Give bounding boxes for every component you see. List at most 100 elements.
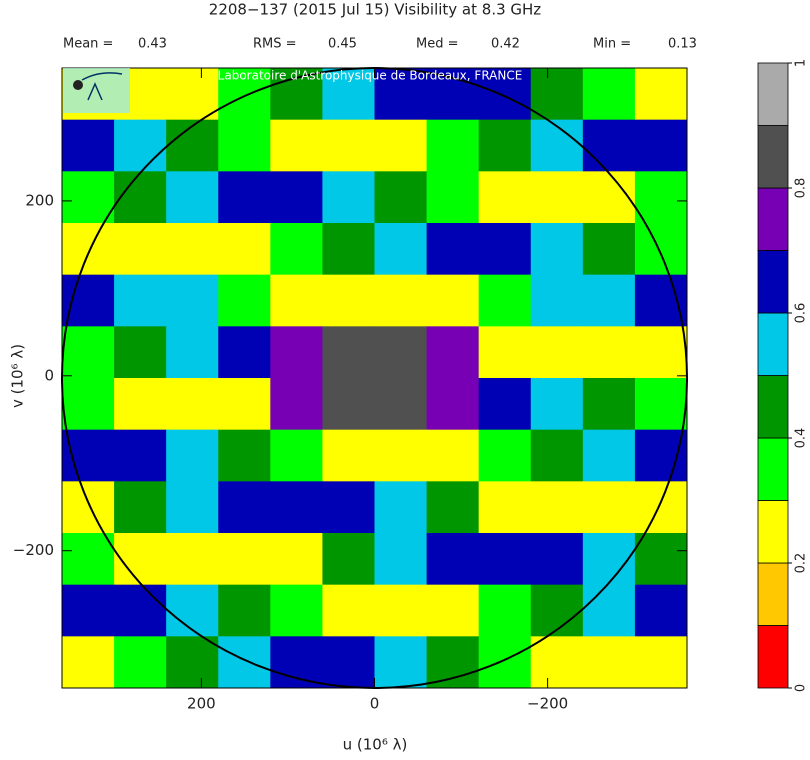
heatmap-cell <box>62 171 115 224</box>
heatmap-cell <box>478 274 532 327</box>
heatmap-cell <box>634 378 688 431</box>
heatmap-cell <box>634 636 688 689</box>
heatmap-cell <box>582 584 636 637</box>
colorbar-bin <box>757 250 789 314</box>
heatmap-cell <box>634 584 688 637</box>
colorbar-bin <box>757 312 789 376</box>
heatmap-cell <box>270 533 323 586</box>
stat-value: 0.45 <box>328 37 357 52</box>
heatmap-cell <box>114 378 167 431</box>
heatmap-cell <box>62 584 115 637</box>
heatmap-cell <box>62 636 115 689</box>
y-tick-label: −200 <box>13 541 54 559</box>
colorbar-bin <box>757 375 789 439</box>
heatmap-cell <box>114 481 167 534</box>
heatmap-cell <box>218 274 271 327</box>
heatmap-cell <box>166 533 219 586</box>
watermark: Laboratoire d'Astrophysique de Bordeaux,… <box>218 69 523 83</box>
heatmap-cell <box>426 481 480 534</box>
heatmap-cell <box>582 68 636 121</box>
heatmap-cell <box>322 68 375 121</box>
heatmap-cell <box>270 481 323 534</box>
heatmap-cell <box>114 584 167 637</box>
heatmap-cell <box>478 326 532 379</box>
heatmap-cell <box>218 636 271 689</box>
heatmap-cell <box>530 326 584 379</box>
heatmap-cell <box>166 481 219 534</box>
heatmap-cell <box>374 274 428 327</box>
heatmap-cell <box>374 326 428 379</box>
heatmap-cell <box>478 429 532 482</box>
heatmap-cell <box>478 223 532 276</box>
heatmap-cell <box>166 68 219 121</box>
heatmap-cell <box>634 429 688 482</box>
heatmap-cell <box>634 171 688 224</box>
heatmap-cell <box>62 533 115 586</box>
heatmap-cell <box>270 636 323 689</box>
heatmap-cell <box>478 533 532 586</box>
heatmap-cell <box>582 533 636 586</box>
heatmap-cell <box>530 533 584 586</box>
heatmap-cell <box>114 223 167 276</box>
heatmap-cell <box>270 171 323 224</box>
chart-title: 2208−137 (2015 Jul 15) Visibility at 8.3… <box>209 1 542 19</box>
heatmap-cell <box>374 68 428 121</box>
heatmap-cell <box>582 378 636 431</box>
colorbar-tick-label: 1 <box>794 59 809 67</box>
heatmap-cell <box>166 119 219 172</box>
heatmap-cell <box>166 223 219 276</box>
heatmap-cell <box>270 378 323 431</box>
heatmap-cell <box>634 68 688 121</box>
heatmap-cell <box>530 481 584 534</box>
heatmap-cell <box>270 68 323 121</box>
heatmap-cell <box>62 429 115 482</box>
heatmap-cell <box>582 171 636 224</box>
colorbar-bin <box>757 625 789 689</box>
heatmap-cell <box>478 378 532 431</box>
heatmap-cell <box>582 636 636 689</box>
heatmap-cell <box>426 68 480 121</box>
heatmap-cell <box>114 171 167 224</box>
heatmap-cell <box>634 326 688 379</box>
heatmap-cell <box>634 481 688 534</box>
heatmap-cell <box>478 636 532 689</box>
heatmap-cell <box>530 429 584 482</box>
heatmap-cell <box>114 326 167 379</box>
stat-label: Min = <box>593 37 631 52</box>
heatmap-cell <box>218 223 271 276</box>
x-tick-label: 0 <box>370 695 380 713</box>
heatmap-cell <box>218 584 271 637</box>
heatmap-cell <box>166 636 219 689</box>
heatmap-cell <box>322 119 375 172</box>
heatmap-cell <box>270 326 323 379</box>
colorbar-tick-label: 0.4 <box>794 428 809 449</box>
colorbar-bin <box>757 187 789 251</box>
heatmap-cell <box>218 378 271 431</box>
heatmap-cell <box>426 378 480 431</box>
heatmap-cell <box>530 119 584 172</box>
stat-value: 0.42 <box>491 37 520 52</box>
heatmap-cell <box>322 274 375 327</box>
y-tick-label: 200 <box>25 191 54 209</box>
heatmap-cell <box>374 171 428 224</box>
x-tick-label: −200 <box>527 695 568 713</box>
heatmap-cell <box>114 274 167 327</box>
heatmap-cell <box>478 68 532 121</box>
colorbar-tick-label: 0.2 <box>794 553 809 574</box>
heatmap-cell <box>426 171 480 224</box>
colorbar-tick-label: 0.6 <box>794 303 809 324</box>
stat-value: 0.13 <box>668 37 697 52</box>
heatmap-cell <box>582 119 636 172</box>
colorbar-tick-label: 0 <box>794 684 809 692</box>
colorbar-bin <box>757 437 789 501</box>
x-axis-label: u (10⁶ λ) <box>343 736 408 754</box>
heatmap-cell <box>166 326 219 379</box>
heatmap-cell <box>374 584 428 637</box>
heatmap-cell <box>62 274 115 327</box>
heatmap-cell <box>322 429 375 482</box>
heatmap-cell <box>166 378 219 431</box>
heatmap-cell <box>270 223 323 276</box>
heatmap-cell <box>478 584 532 637</box>
plot-area <box>62 68 688 689</box>
